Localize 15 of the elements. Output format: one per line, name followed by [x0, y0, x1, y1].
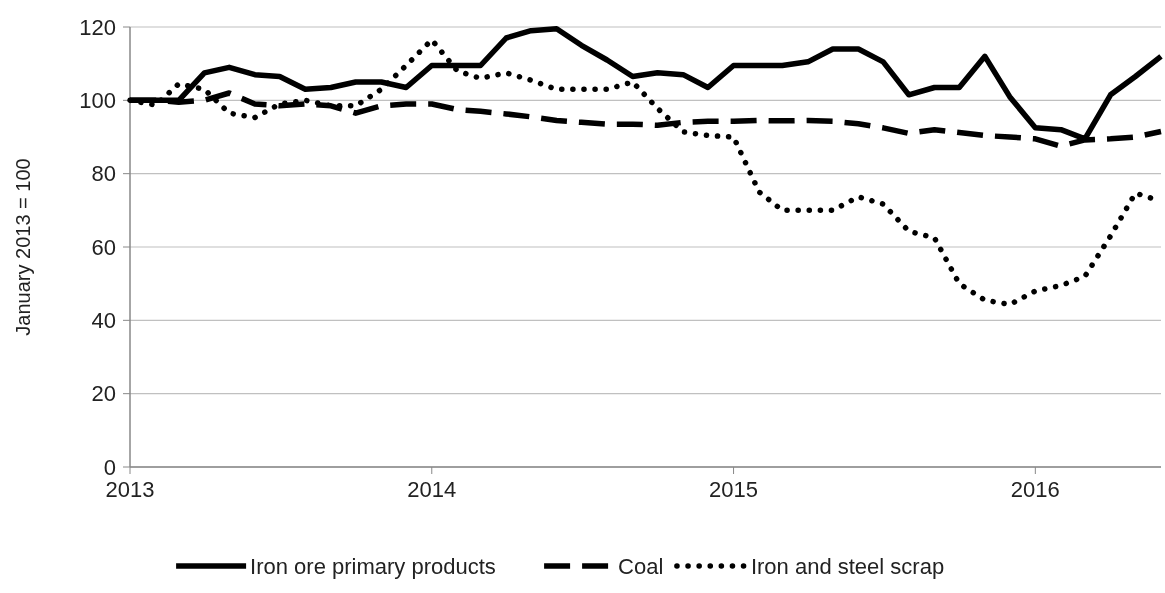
y-tick-label: 60 — [91, 234, 116, 260]
y-tick-label: 20 — [91, 381, 116, 407]
legend-label: Iron ore primary products — [250, 553, 496, 579]
y-tick-label: 100 — [79, 88, 116, 114]
y-axis-title: January 2013 = 100 — [12, 158, 34, 336]
legend-label: Coal — [618, 553, 664, 579]
x-tick-label: 2013 — [105, 477, 155, 502]
y-tick-label: 80 — [91, 161, 116, 187]
x-tick-label: 2015 — [709, 477, 759, 502]
x-tick-label: 2014 — [407, 477, 457, 502]
legend-label: Iron and steel scrap — [750, 553, 945, 579]
y-tick-label: 0 — [103, 454, 116, 480]
y-tick-label: 120 — [79, 14, 116, 40]
x-tick-label: 2016 — [1010, 477, 1060, 502]
y-tick-label: 40 — [91, 308, 116, 334]
